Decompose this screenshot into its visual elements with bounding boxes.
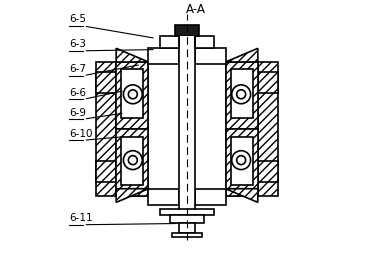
Bar (160, 37, 214, 49)
Bar (148, 189, 179, 205)
Text: 6-9: 6-9 (69, 107, 86, 117)
Bar (96, 63, 138, 196)
Circle shape (123, 86, 142, 104)
Bar (121, 137, 143, 185)
Text: A-A: A-A (186, 3, 206, 16)
Bar (258, 73, 278, 94)
Bar (148, 49, 179, 65)
Circle shape (128, 156, 137, 165)
Bar (116, 63, 148, 196)
Bar (231, 137, 253, 185)
Circle shape (237, 90, 246, 99)
Bar (169, 215, 205, 224)
Bar (160, 209, 214, 215)
Bar (179, 37, 195, 49)
Polygon shape (226, 49, 258, 63)
Text: 6-11: 6-11 (69, 212, 93, 222)
Circle shape (232, 151, 251, 170)
Text: 6-10: 6-10 (69, 128, 92, 138)
Bar (195, 49, 226, 65)
Bar (236, 63, 278, 196)
Polygon shape (226, 189, 258, 203)
Bar (179, 224, 195, 233)
Circle shape (232, 86, 251, 104)
Text: 6-6: 6-6 (69, 87, 86, 97)
Circle shape (123, 151, 142, 170)
Circle shape (128, 90, 137, 99)
Bar (121, 70, 143, 118)
Bar (96, 73, 116, 94)
Bar (96, 162, 116, 183)
Text: 6-7: 6-7 (69, 64, 86, 74)
Text: 6-5: 6-5 (69, 14, 86, 24)
Polygon shape (116, 189, 148, 203)
Bar (179, 37, 195, 209)
Bar (175, 26, 199, 37)
Bar (116, 130, 148, 196)
Bar (258, 162, 278, 183)
Bar (195, 189, 226, 205)
Bar (231, 70, 253, 118)
Text: 6-3: 6-3 (69, 39, 86, 49)
Polygon shape (116, 49, 148, 63)
Bar (226, 130, 258, 196)
Bar (172, 233, 202, 237)
Bar (226, 63, 258, 196)
Bar (226, 63, 258, 130)
Bar (116, 63, 148, 130)
Circle shape (237, 156, 246, 165)
